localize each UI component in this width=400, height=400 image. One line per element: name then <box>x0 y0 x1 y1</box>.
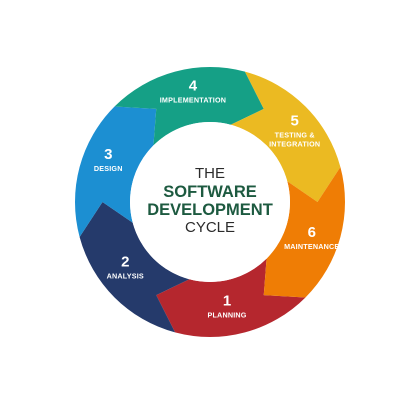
stage-label: IMPLEMENTATION <box>160 95 226 104</box>
stage-label-line-2: INTEGRATION <box>269 139 320 148</box>
stage-label: MAINTENANCE <box>284 242 339 251</box>
stage-label: ANALYSIS <box>107 272 144 281</box>
stage-label: DESIGN <box>94 164 123 173</box>
stage-number: 5 <box>291 112 299 129</box>
segment-analysis <box>79 202 190 333</box>
stage-number: 6 <box>308 224 316 241</box>
segment-design <box>74 106 157 237</box>
stage-number: 2 <box>121 254 129 271</box>
segment-implementation <box>114 66 264 146</box>
center-line-2: SOFTWARE <box>163 183 257 201</box>
center-line-4: CYCLE <box>185 219 235 236</box>
center-title: THE SOFTWARE DEVELOPMENT CYCLE <box>147 165 273 236</box>
center-line-3: DEVELOPMENT <box>147 201 273 219</box>
center-disc <box>130 122 290 282</box>
stage-number: 3 <box>104 146 112 163</box>
center-line-1: THE <box>195 165 225 182</box>
stage-label: PLANNING <box>207 311 246 320</box>
segment-planning <box>156 258 306 338</box>
stage-label: TESTING & <box>275 130 315 139</box>
segment-testing <box>230 71 341 202</box>
segment-maintenance <box>263 167 346 298</box>
stage-number: 4 <box>189 77 198 94</box>
stage-number: 1 <box>223 293 231 310</box>
